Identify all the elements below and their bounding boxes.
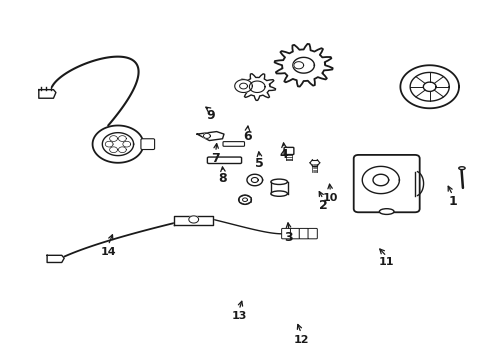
Polygon shape <box>110 136 118 141</box>
Polygon shape <box>47 255 64 262</box>
Polygon shape <box>197 132 224 140</box>
Ellipse shape <box>379 209 394 215</box>
Polygon shape <box>400 65 459 108</box>
Polygon shape <box>243 198 247 202</box>
Polygon shape <box>274 44 333 86</box>
Polygon shape <box>249 81 265 93</box>
Text: 4: 4 <box>280 148 289 161</box>
Polygon shape <box>189 216 198 223</box>
FancyBboxPatch shape <box>282 228 291 239</box>
Polygon shape <box>251 177 258 183</box>
Text: 2: 2 <box>319 199 327 212</box>
Polygon shape <box>119 136 126 141</box>
Text: 14: 14 <box>100 247 116 257</box>
Polygon shape <box>93 126 144 163</box>
FancyBboxPatch shape <box>207 157 242 163</box>
Polygon shape <box>240 83 247 89</box>
Text: 9: 9 <box>206 109 215 122</box>
FancyBboxPatch shape <box>291 228 300 239</box>
Text: 13: 13 <box>231 311 247 321</box>
Ellipse shape <box>271 179 288 184</box>
Text: 8: 8 <box>219 172 227 185</box>
FancyBboxPatch shape <box>284 147 294 154</box>
Text: 12: 12 <box>294 334 309 345</box>
Polygon shape <box>373 174 389 186</box>
Polygon shape <box>294 62 304 69</box>
FancyBboxPatch shape <box>354 155 419 212</box>
Polygon shape <box>410 72 449 101</box>
Text: 11: 11 <box>379 257 394 267</box>
Ellipse shape <box>459 167 465 170</box>
Text: 5: 5 <box>255 157 264 170</box>
Polygon shape <box>247 174 263 186</box>
Polygon shape <box>239 74 275 100</box>
Ellipse shape <box>271 191 288 196</box>
Polygon shape <box>102 133 134 156</box>
Polygon shape <box>362 166 399 194</box>
FancyBboxPatch shape <box>141 139 155 149</box>
FancyBboxPatch shape <box>308 228 318 239</box>
Text: 1: 1 <box>448 195 457 208</box>
Polygon shape <box>110 147 118 153</box>
Polygon shape <box>203 134 210 138</box>
Polygon shape <box>119 147 126 153</box>
Polygon shape <box>239 195 251 204</box>
Text: 7: 7 <box>211 152 220 165</box>
Polygon shape <box>105 141 113 147</box>
Polygon shape <box>123 141 131 147</box>
Text: 10: 10 <box>323 193 338 203</box>
Polygon shape <box>174 216 213 225</box>
Polygon shape <box>293 57 315 73</box>
Text: 3: 3 <box>285 231 294 244</box>
FancyBboxPatch shape <box>299 228 309 239</box>
Polygon shape <box>39 90 56 98</box>
Text: 6: 6 <box>243 130 252 144</box>
Polygon shape <box>423 82 436 91</box>
Polygon shape <box>235 80 252 93</box>
FancyBboxPatch shape <box>223 141 245 146</box>
